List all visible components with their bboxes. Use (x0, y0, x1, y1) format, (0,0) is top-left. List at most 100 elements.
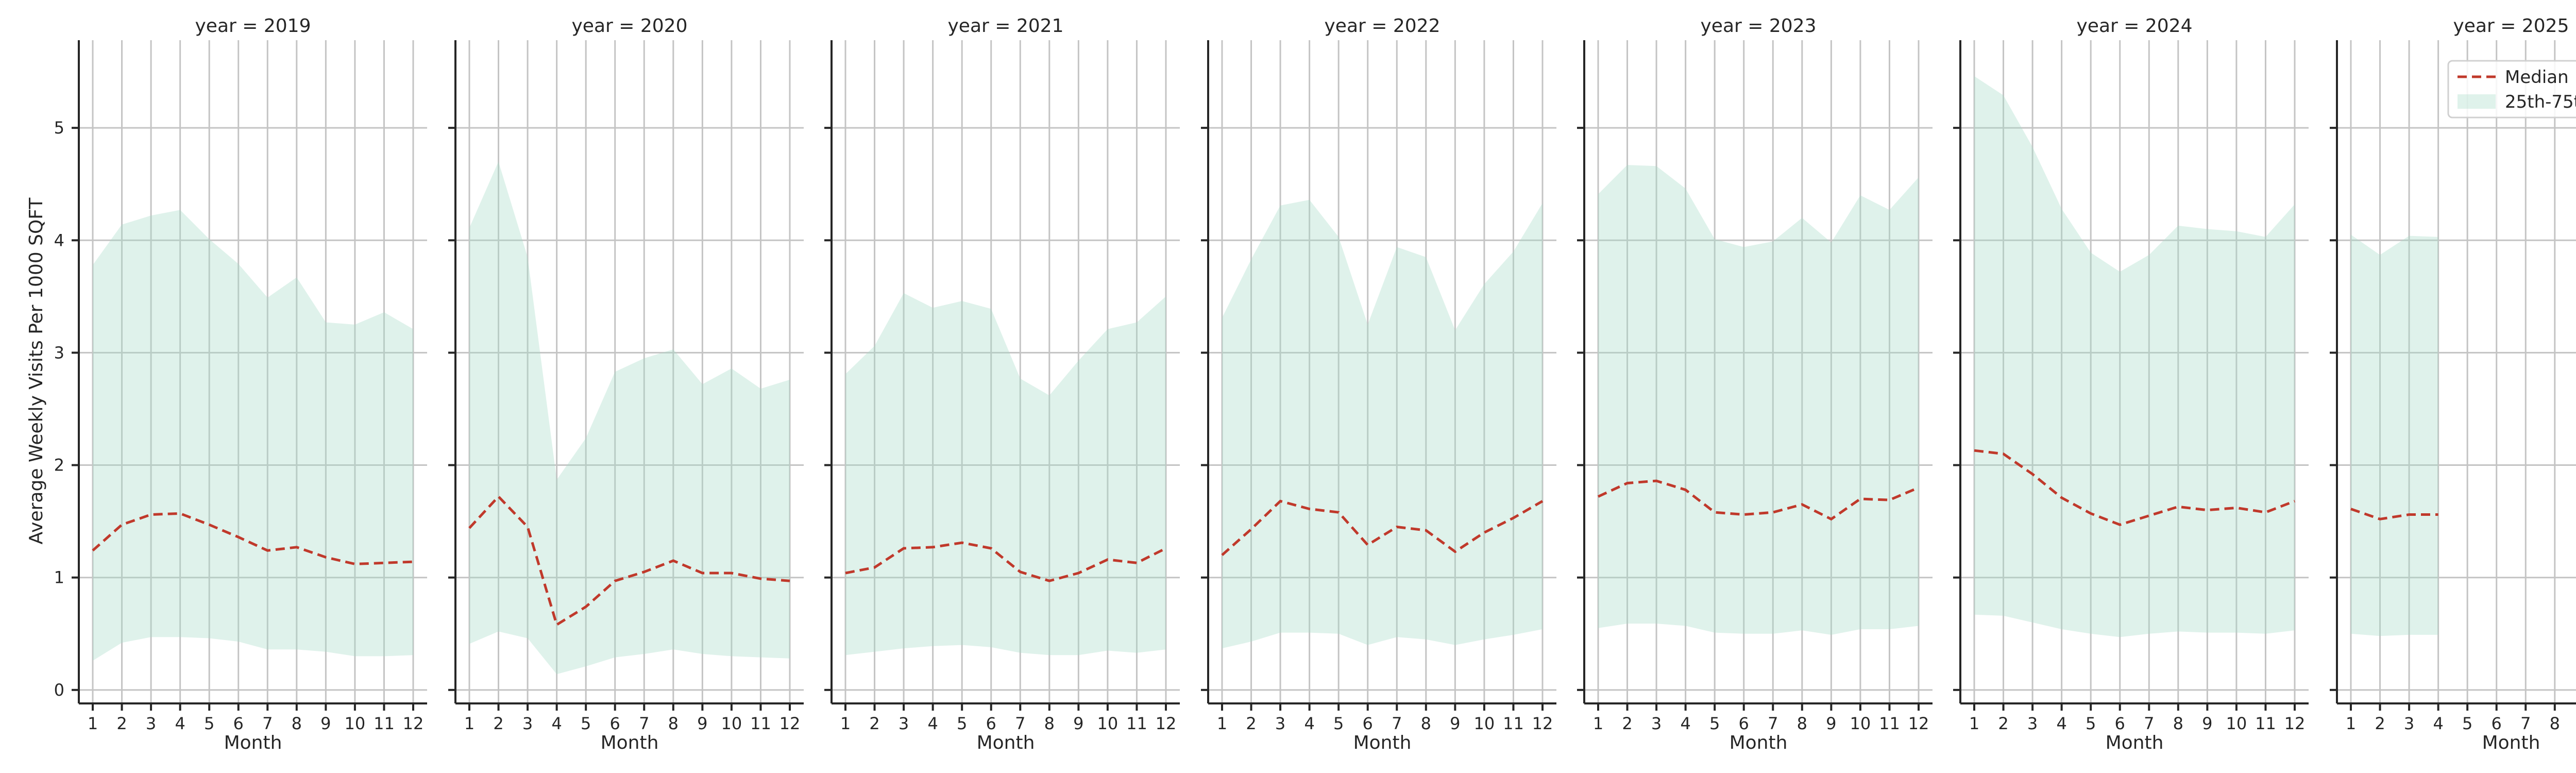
x-tick-label: 5 (957, 714, 967, 733)
x-tick-label: 12 (1156, 714, 1177, 733)
y-tick-label: 3 (54, 343, 64, 362)
x-tick-label: 5 (581, 714, 591, 733)
y-tick-label: 0 (54, 680, 64, 700)
x-tick-label: 1 (1217, 714, 1227, 733)
x-tick-label: 3 (1275, 714, 1285, 733)
x-tick-label: 6 (233, 714, 244, 733)
x-tick-label: 11 (2255, 714, 2276, 733)
x-tick-label: 5 (1333, 714, 1344, 733)
x-tick-label: 9 (697, 714, 707, 733)
panel-title-2025: year = 2025 (2453, 15, 2569, 37)
x-axis-label: Month (1353, 732, 1412, 753)
x-tick-label: 7 (2520, 714, 2531, 733)
y-axis-label: Average Weekly Visits Per 1000 SQFT (26, 197, 47, 545)
percentile-band-2020 (469, 161, 790, 675)
x-tick-label: 11 (1879, 714, 1900, 733)
median-line-2020 (468, 494, 790, 627)
x-tick-label: 2 (869, 714, 879, 733)
x-tick-label: 8 (292, 714, 302, 733)
x-tick-label: 9 (320, 714, 331, 733)
panel-title-2022: year = 2022 (1325, 15, 1440, 37)
x-axis-label: Month (977, 732, 1035, 753)
x-tick-label: 8 (668, 714, 679, 733)
y-tick-label: 2 (54, 456, 64, 475)
legend-band-swatch (2458, 94, 2496, 109)
x-tick-label: 10 (721, 714, 742, 733)
percentile-band-2023 (1598, 165, 1919, 635)
panel-title-2023: year = 2023 (1701, 15, 1817, 37)
x-tick-label: 7 (1768, 714, 1778, 733)
x-tick-label: 9 (2202, 714, 2212, 733)
x-tick-label: 12 (1532, 714, 1553, 733)
x-tick-label: 7 (1015, 714, 1025, 733)
x-tick-label: 7 (262, 714, 273, 733)
percentile-band-2019 (93, 210, 413, 661)
x-tick-label: 1 (2346, 714, 2356, 733)
x-tick-label: 4 (1680, 714, 1690, 733)
x-tick-label: 4 (2056, 714, 2066, 733)
x-tick-label: 3 (146, 714, 156, 733)
x-tick-label: 12 (779, 714, 801, 733)
x-tick-label: 11 (1126, 714, 1147, 733)
percentile-band-2021 (845, 293, 1166, 656)
x-tick-label: 9 (1450, 714, 1460, 733)
median-line-2024 (1974, 449, 2295, 526)
x-tick-label: 1 (88, 714, 98, 733)
x-tick-label: 8 (1421, 714, 1431, 733)
median-line-2019 (92, 512, 414, 566)
x-tick-label: 3 (2404, 714, 2414, 733)
x-tick-label: 5 (204, 714, 214, 733)
median-line-2021 (845, 541, 1167, 582)
x-tick-label: 2 (1246, 714, 1256, 733)
panel-title-2019: year = 2019 (195, 15, 311, 37)
x-tick-label: 4 (551, 714, 562, 733)
x-axis-label: Month (224, 732, 282, 753)
x-tick-label: 7 (639, 714, 649, 733)
legend-median-label: Median (2505, 67, 2569, 88)
y-tick-label: 4 (54, 230, 64, 250)
x-tick-label: 2 (2375, 714, 2385, 733)
x-tick-label: 4 (175, 714, 185, 733)
percentile-band-2022 (1222, 199, 1543, 649)
x-tick-label: 12 (1908, 714, 1929, 733)
x-tick-label: 3 (899, 714, 909, 733)
x-tick-label: 8 (1797, 714, 1807, 733)
x-tick-label: 6 (986, 714, 996, 733)
x-axis-label: Month (1730, 732, 1788, 753)
percentile-band-2025 (2351, 234, 2438, 636)
x-tick-label: 6 (610, 714, 620, 733)
y-tick-label: 5 (54, 118, 64, 138)
x-tick-label: 7 (1392, 714, 1402, 733)
x-tick-label: 5 (1709, 714, 1720, 733)
x-tick-label: 2 (1998, 714, 2008, 733)
x-tick-label: 1 (1593, 714, 1603, 733)
x-tick-label: 3 (1651, 714, 1662, 733)
x-tick-label: 1 (464, 714, 474, 733)
x-tick-label: 6 (1363, 714, 1373, 733)
x-tick-label: 6 (1739, 714, 1749, 733)
x-tick-label: 10 (2226, 714, 2247, 733)
x-axis-label: Month (2482, 732, 2540, 753)
x-tick-label: 9 (1826, 714, 1836, 733)
x-tick-label: 10 (1850, 714, 1871, 733)
x-tick-label: 10 (1097, 714, 1118, 733)
panel-title-2021: year = 2021 (948, 15, 1064, 37)
x-tick-label: 1 (840, 714, 851, 733)
legend-frame (2447, 60, 2576, 119)
x-tick-label: 9 (1073, 714, 1083, 733)
x-tick-label: 1 (1969, 714, 1979, 733)
percentile-band-2024 (1974, 76, 2295, 637)
x-tick-label: 11 (750, 714, 771, 733)
x-tick-label: 12 (2284, 714, 2306, 733)
x-tick-label: 4 (2433, 714, 2443, 733)
x-tick-label: 4 (927, 714, 938, 733)
x-tick-label: 3 (2027, 714, 2038, 733)
x-axis-label: Month (601, 732, 659, 753)
x-tick-label: 10 (1474, 714, 1495, 733)
